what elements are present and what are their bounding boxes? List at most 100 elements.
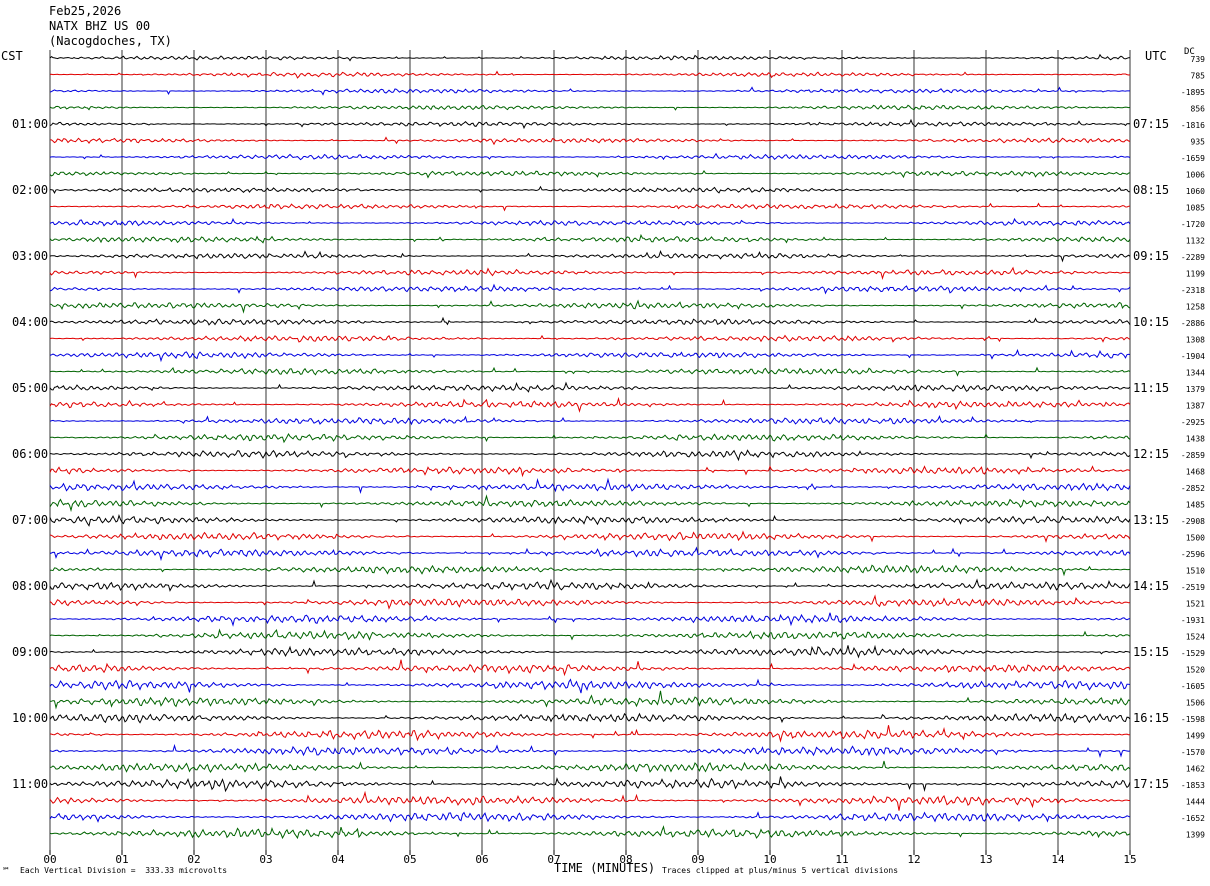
dc-offset-label: 1485 xyxy=(1186,501,1205,510)
right-hour-label: 17:15 xyxy=(1133,777,1169,791)
seismic-trace xyxy=(49,594,1131,610)
left-hour-label: 03:00 xyxy=(12,249,48,263)
dc-offset-label: 1060 xyxy=(1186,187,1205,196)
seismic-trace xyxy=(49,432,1131,444)
x-tick-label: 14 xyxy=(1051,853,1065,866)
right-timezone-label: UTC xyxy=(1145,49,1167,63)
dc-offset-label: 1379 xyxy=(1186,385,1205,394)
dc-offset-label: -1720 xyxy=(1181,220,1205,229)
seismic-trace xyxy=(49,776,1131,793)
seismic-trace xyxy=(49,53,1131,62)
x-tick-label: 15 xyxy=(1123,853,1136,866)
seismic-trace xyxy=(50,564,1131,577)
seismic-trace xyxy=(49,712,1131,724)
left-hour-label: 05:00 xyxy=(12,381,48,395)
seismic-trace xyxy=(49,612,1131,627)
dc-offset-label: 1085 xyxy=(1186,204,1205,213)
dc-offset-label: 1258 xyxy=(1186,303,1205,312)
seismic-trace xyxy=(49,169,1131,179)
dc-offset-label: -2852 xyxy=(1181,484,1205,493)
dc-offset-label: 1387 xyxy=(1186,402,1205,411)
left-hour-label: 02:00 xyxy=(12,183,48,197)
x-tick-label: 06 xyxy=(475,853,488,866)
seismic-trace xyxy=(49,690,1131,710)
seismic-trace xyxy=(49,628,1131,641)
seismic-trace xyxy=(49,233,1131,244)
dc-offset-label: -2859 xyxy=(1181,451,1205,460)
dc-label: DC xyxy=(1184,47,1195,57)
dc-offset-label: -2886 xyxy=(1181,319,1205,328)
seismic-trace xyxy=(49,283,1131,295)
x-tick-label: 12 xyxy=(907,853,920,866)
dc-offset-label: -1895 xyxy=(1181,88,1205,97)
x-tick-label: 10 xyxy=(763,853,776,866)
seismic-trace xyxy=(49,217,1131,227)
left-hour-label: 09:00 xyxy=(12,645,48,659)
dc-offset-label: 785 xyxy=(1191,72,1206,81)
seismic-trace xyxy=(49,185,1131,194)
dc-offset-label: 1520 xyxy=(1186,666,1205,675)
dc-offset-label: 1199 xyxy=(1186,270,1205,279)
dc-offset-label: -2925 xyxy=(1181,418,1205,427)
seismic-trace xyxy=(49,465,1131,478)
left-hour-label: 07:00 xyxy=(12,513,48,527)
dc-offset-label: -1570 xyxy=(1181,748,1205,757)
seismic-trace xyxy=(49,70,1131,79)
seismic-trace xyxy=(49,743,1131,758)
dc-offset-label: -1605 xyxy=(1181,682,1205,691)
dc-offset-label: 1006 xyxy=(1186,171,1205,180)
dc-offset-label: -2519 xyxy=(1181,583,1205,592)
left-timezone-label: CST xyxy=(1,49,23,63)
seismic-trace xyxy=(49,266,1131,280)
x-tick-label: 08 xyxy=(619,853,632,866)
dc-offset-label: -1931 xyxy=(1181,616,1205,625)
left-hour-label: 04:00 xyxy=(12,315,48,329)
seismic-trace xyxy=(49,118,1131,130)
dc-offset-label: -2289 xyxy=(1181,253,1205,262)
right-hour-label: 08:15 xyxy=(1133,183,1169,197)
seismic-trace xyxy=(49,659,1131,677)
x-axis-title: TIME (MINUTES) xyxy=(554,861,656,875)
x-tick-label: 07 xyxy=(547,853,560,866)
dc-offset-label: 1462 xyxy=(1186,765,1205,774)
x-tick-label: 05 xyxy=(403,853,416,866)
seismic-trace xyxy=(50,136,1131,146)
seismic-trace xyxy=(49,678,1131,694)
x-tick-label: 09 xyxy=(691,853,704,866)
dc-offset-label: -1652 xyxy=(1181,814,1205,823)
scale-note: Each Vertical Division = 333.33 microvol… xyxy=(20,866,228,875)
x-tick-label: 03 xyxy=(259,853,272,866)
seismic-trace xyxy=(49,334,1131,343)
right-hour-label: 13:15 xyxy=(1133,513,1169,527)
dc-offset-label: 1444 xyxy=(1186,798,1205,807)
seismic-trace xyxy=(49,366,1131,377)
seismic-trace xyxy=(49,477,1131,494)
left-hour-label: 01:00 xyxy=(12,117,48,131)
seismic-trace xyxy=(49,811,1131,823)
x-tick-label: 02 xyxy=(187,853,200,866)
dc-offset-label: -1853 xyxy=(1181,781,1205,790)
date-label: Feb25,2026 xyxy=(49,4,122,18)
dc-offset-label: -1598 xyxy=(1181,715,1205,724)
seismic-trace xyxy=(49,644,1131,659)
dc-offset-label: 1499 xyxy=(1186,732,1205,741)
dc-offset-label: -1816 xyxy=(1181,121,1205,130)
seismic-trace xyxy=(49,546,1131,562)
dc-offset-label: 1438 xyxy=(1186,435,1205,444)
dc-offset-label: -2318 xyxy=(1181,286,1205,295)
seismic-trace xyxy=(49,415,1131,426)
seismic-trace xyxy=(49,494,1131,513)
dc-offset-label: 1506 xyxy=(1186,699,1205,708)
dc-offset-label: 1468 xyxy=(1186,468,1205,477)
right-hour-label: 07:15 xyxy=(1133,117,1169,131)
right-hour-label: 15:15 xyxy=(1133,645,1169,659)
seismic-trace xyxy=(49,348,1131,363)
seismic-trace xyxy=(49,396,1131,413)
seismic-trace xyxy=(49,530,1131,544)
station-label: NATX BHZ US 00 xyxy=(49,19,151,33)
seismic-trace xyxy=(49,299,1131,314)
dc-offset-label: 935 xyxy=(1191,138,1206,147)
dc-offset-label: 1308 xyxy=(1186,336,1205,345)
dc-offset-label: 1500 xyxy=(1186,534,1205,543)
